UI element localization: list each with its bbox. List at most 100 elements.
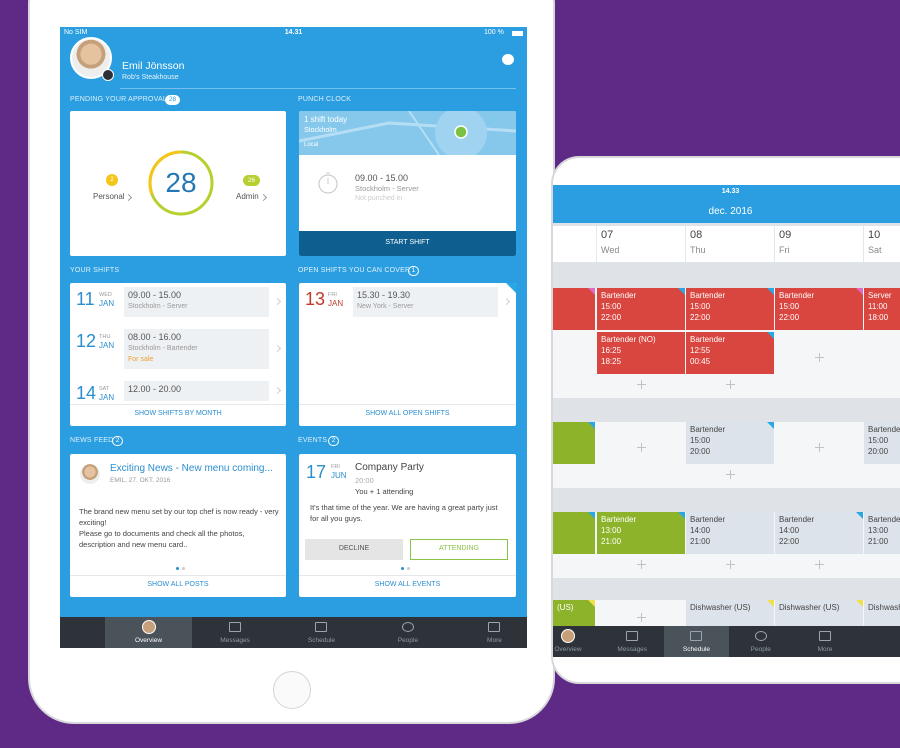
shift-cell[interactable]: Bartender 15:00 20:00: [686, 422, 774, 464]
shift-month: JAN: [99, 341, 115, 350]
decline-button[interactable]: DECLINE: [305, 539, 403, 560]
shift-start: 15:00: [690, 302, 711, 311]
shift-title: Bartender: [868, 425, 900, 434]
dot: [182, 567, 185, 570]
shift-place: Stockholm - Server: [128, 303, 188, 310]
add-shift-svg: [726, 380, 735, 389]
start-shift-button[interactable]: START SHIFT: [299, 231, 516, 256]
personal-label[interactable]: Personal: [93, 192, 125, 201]
tab-icon: [690, 631, 703, 641]
punch-status: Not punched in: [355, 195, 403, 202]
shift-cell[interactable]: Bartender 15:00 22:00: [775, 288, 863, 330]
tab-icon: [626, 631, 639, 641]
shift-end: 22:00: [779, 313, 800, 322]
home-button[interactable]: [273, 671, 311, 709]
shift-cell[interactable]: Bartender 15:00 20:00: [864, 422, 900, 464]
add-shift: [637, 609, 646, 622]
tab[interactable]: Schedule: [664, 626, 729, 657]
avatar-edit[interactable]: [102, 69, 114, 81]
battery-icon: [512, 31, 523, 36]
shift-cell[interactable]: [553, 422, 595, 464]
post-meta: EMIL, 27. OKT. 2016: [110, 477, 171, 484]
button-label: START SHIFT: [385, 239, 430, 246]
shift-time: 08.00 - 16.00: [128, 332, 182, 342]
chat-button[interactable]: [502, 54, 514, 65]
shift-item[interactable]: 09.00 - 15.00 Stockholm - Server: [124, 287, 269, 317]
add-shift-svg: [637, 380, 646, 389]
shift-cell[interactable]: Bartender 12:55 00:45: [686, 332, 774, 374]
shift-cell[interactable]: [553, 288, 595, 330]
events-card: 17 FRI JUN Company Party 20:00 You + 1 attend…: [299, 454, 516, 597]
shift-time: 09.00 - 15.00: [128, 290, 182, 300]
shift-title: Bartender: [690, 515, 726, 524]
shift-cell[interactable]: Bartender 14:00 22:00: [775, 512, 863, 554]
progress-ring: [147, 149, 215, 217]
add-shift-svg: [726, 470, 735, 479]
tab[interactable]: People: [729, 626, 793, 657]
shift-end: 18:25: [601, 357, 622, 366]
flag: [767, 288, 774, 295]
shift-cell[interactable]: Dishwasher (US): [775, 600, 863, 626]
tab[interactable]: More: [451, 617, 527, 648]
admin-label[interactable]: Admin: [236, 192, 259, 201]
shift-cell[interactable]: Bartender 13:00 21:00: [864, 512, 900, 554]
show-more-link[interactable]: SHOW ALL EVENTS: [374, 581, 441, 588]
tab[interactable]: Overview: [553, 626, 600, 657]
shift-cell[interactable]: Bartender 15:00 22:00: [597, 288, 685, 330]
personal-badge: 2: [106, 174, 118, 186]
shift-cell[interactable]: Dishwasher (US): [686, 600, 774, 626]
flag: [588, 512, 595, 519]
shift-cell[interactable]: Dishwasher (US): [864, 600, 900, 626]
tab[interactable]: Overview: [105, 617, 192, 648]
show-more-link[interactable]: SHOW ALL OPEN SHIFTS: [365, 410, 450, 417]
column-divider: [685, 226, 686, 262]
shift-cell[interactable]: (US): [553, 600, 595, 626]
shift-cell[interactable]: Bartender 13:00 21:00: [597, 512, 685, 554]
tab-label: Messages: [617, 646, 648, 653]
event-month: JUN: [331, 471, 347, 480]
day-date: 07: [601, 229, 614, 241]
tab-label: More: [487, 637, 502, 644]
month-selector[interactable]: dec. 2016: [708, 206, 753, 217]
shift-start: 14:00: [690, 526, 711, 535]
tab[interactable]: Schedule: [278, 617, 364, 648]
count-badge: 1: [408, 266, 419, 276]
day-date: 08: [690, 229, 703, 241]
flag: [678, 288, 685, 295]
shift-title: Bartender: [690, 335, 726, 344]
shift-list: 13 FRI JAN 15.30 - 19.30 New York - Server: [299, 283, 516, 404]
shift-cell[interactable]: Bartender 14:00 21:00: [686, 512, 774, 554]
shift-cell[interactable]: [553, 512, 595, 554]
day-date: 09: [779, 229, 792, 241]
count-badge: 28: [165, 95, 180, 105]
show-more-link[interactable]: SHOW SHIFTS BY MONTH: [134, 410, 222, 417]
shift-month: JAN: [328, 299, 344, 308]
tab[interactable]: More: [793, 626, 857, 657]
shift-item[interactable]: 12.00 - 20.00: [124, 381, 269, 401]
clock: 14.33: [721, 188, 740, 195]
shift-title: Bartender: [779, 291, 815, 300]
screen: 14.33 dec. 2016 07 Wed 08 Thu 09 Fri 10 Sat Barten…: [553, 185, 900, 657]
shift-place: New York - Server: [357, 303, 414, 310]
map-roads-svg: [299, 111, 516, 155]
add-shift: [815, 556, 824, 569]
shift-start: 16:25: [601, 346, 622, 355]
add-shift-svg: [726, 560, 735, 569]
shift-item[interactable]: 08.00 - 16.00 Stockholm - Bartender For sa…: [124, 329, 269, 369]
separator: [70, 404, 286, 405]
shift-cell[interactable]: Bartender 15:00 22:00: [686, 288, 774, 330]
shift-cell[interactable]: Bartender (NO) 16:25 18:25: [597, 332, 685, 374]
chevron: [502, 297, 511, 306]
add-shift: [637, 556, 646, 569]
shift-item[interactable]: 15.30 - 19.30 New York - Server: [353, 287, 498, 317]
tab[interactable]: People: [365, 617, 451, 648]
day-weekday: Fri: [779, 245, 790, 255]
shift-cell[interactable]: Server 11:00 18:00: [864, 288, 900, 330]
tab[interactable]: Messages: [192, 617, 278, 648]
attend-button[interactable]: ATTENDING: [410, 539, 508, 560]
tab[interactable]: Messages: [600, 626, 664, 657]
show-more-link[interactable]: SHOW ALL POSTS: [147, 581, 209, 588]
shift-title: Dishwasher (US): [690, 603, 751, 612]
post-title[interactable]: Exciting News - New menu coming...: [110, 463, 273, 474]
